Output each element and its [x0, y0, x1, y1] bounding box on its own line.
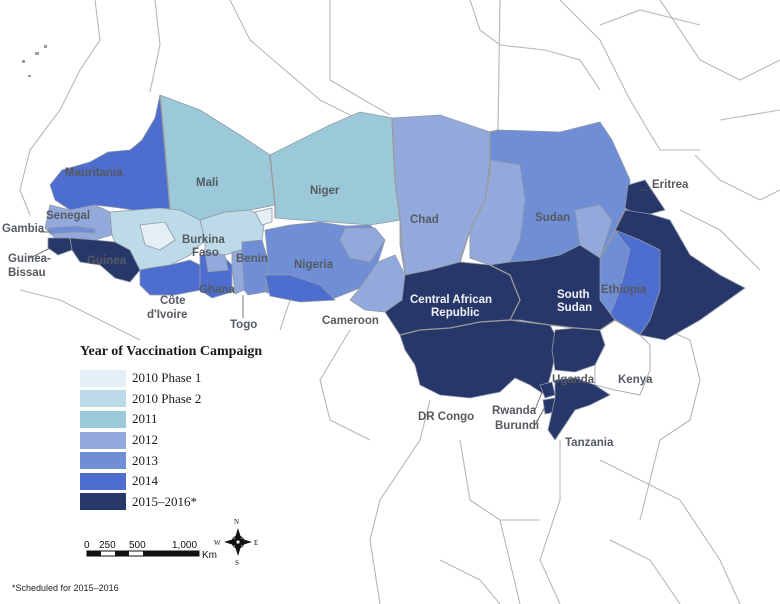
- leader-lines: [29, 189, 650, 426]
- region-mauritania: [49, 94, 171, 213]
- label-togo: Togo: [230, 319, 257, 331]
- region-gambia: [47, 225, 96, 235]
- label-sudan: Sudan: [535, 212, 570, 224]
- compass-w: W: [214, 539, 221, 547]
- label-senegal: Senegal: [46, 210, 90, 222]
- scale-unit: Km: [202, 550, 217, 561]
- compass-n: N: [234, 518, 239, 526]
- region-benin: [241, 239, 269, 296]
- legend-item: 2014: [80, 471, 310, 492]
- coastal-islands: [22, 45, 47, 77]
- campaign-borders: [159, 94, 641, 336]
- label-tanzania: Tanzania: [565, 437, 614, 449]
- label-uganda: Uganda: [552, 374, 595, 386]
- legend-swatch: [80, 472, 126, 490]
- footnote: *Scheduled for 2015–2016: [12, 583, 119, 593]
- region-drc: [399, 319, 559, 399]
- label-rwanda: Rwanda: [492, 405, 537, 417]
- country-labels: Mauritania Mali Niger Chad Sudan Eritrea…: [2, 167, 689, 449]
- label-benin: Benin: [236, 253, 268, 265]
- region-tanzania: [547, 377, 611, 441]
- legend-label: 2010 Phase 2: [132, 390, 202, 406]
- scale-bar: 0 250 500 1,000 Km: [84, 540, 217, 561]
- label-mali: Mali: [196, 177, 218, 189]
- legend-label: 2013: [132, 452, 158, 468]
- label-ghana: Ghana: [199, 284, 235, 296]
- label-cote-1: Côte: [160, 295, 186, 307]
- legend-title: Year of Vaccination Campaign: [80, 344, 263, 359]
- region-guinea: [69, 237, 141, 283]
- label-niger: Niger: [310, 185, 340, 197]
- legend-item: 2015–2016*: [80, 492, 310, 513]
- legend-swatch: [80, 493, 126, 511]
- label-burundi: Burundi: [495, 420, 539, 432]
- label-guinea-bissau-1: Guinea-: [8, 253, 51, 265]
- legend-item: 2011: [80, 409, 310, 430]
- label-drc: DR Congo: [418, 411, 474, 423]
- legend-item: 2010 Phase 2: [80, 389, 310, 410]
- label-kenya: Kenya: [618, 374, 653, 386]
- legend-swatch: [80, 390, 126, 408]
- label-mauritania: Mauritania: [65, 167, 123, 179]
- label-cote-2: d'Ivoire: [147, 309, 187, 321]
- label-guinea: Guinea: [87, 255, 127, 267]
- scale-tick-500: 500: [129, 540, 146, 551]
- label-south-sudan-1: South: [557, 289, 590, 301]
- legend-label: 2015–2016*: [132, 493, 197, 509]
- region-sudan-east: [574, 204, 613, 259]
- label-chad: Chad: [410, 214, 439, 226]
- label-guinea-bissau-2: Bissau: [8, 267, 46, 279]
- region-niger: [269, 111, 401, 226]
- compass-e: E: [254, 539, 258, 547]
- region-mali-south-p1: [139, 221, 176, 251]
- scale-tick-0: 0: [84, 540, 90, 551]
- region-guinea-bissau: [47, 237, 73, 256]
- region-burkina-p1: [254, 207, 273, 226]
- compass-rose: N S E W: [214, 518, 258, 567]
- label-south-sudan-2: Sudan: [557, 302, 592, 314]
- legend-swatch: [80, 410, 126, 428]
- legend-label: 2010 Phase 1: [132, 370, 202, 386]
- region-eritrea: [624, 179, 666, 216]
- label-ethiopia: Ethiopia: [601, 284, 647, 296]
- legend-label: 2014: [132, 473, 158, 489]
- legend-label: 2011: [132, 411, 158, 427]
- label-nigeria: Nigeria: [294, 259, 334, 271]
- legend-item: 2010 Phase 1: [80, 368, 310, 389]
- region-mali: [159, 94, 276, 221]
- region-ghana-north: [204, 251, 229, 273]
- scale-tick-250: 250: [99, 540, 116, 551]
- legend-swatch: [80, 369, 126, 387]
- label-gambia: Gambia: [2, 223, 45, 235]
- compass-s: S: [235, 559, 239, 567]
- label-cameroon: Cameroon: [322, 315, 379, 327]
- legend-swatch: [80, 452, 126, 470]
- label-eritrea: Eritrea: [652, 179, 689, 191]
- legend-item: 2012: [80, 430, 310, 451]
- label-burkina-1: Burkina: [182, 234, 225, 246]
- region-nigeria-east: [339, 227, 386, 263]
- legend-label: 2012: [132, 432, 158, 448]
- region-togo: [231, 249, 245, 295]
- label-car-1: Central African: [410, 294, 492, 306]
- region-nigeria-south: [264, 274, 336, 303]
- legend-item: 2013: [80, 450, 310, 471]
- scale-tick-1000: 1,000: [172, 540, 197, 551]
- legend: Year of Vaccination Campaign 2010 Phase …: [80, 344, 310, 512]
- label-burkina-2: Faso: [192, 247, 219, 259]
- legend-items: 2010 Phase 1 2010 Phase 2 2011 2012 2013 2014…: [80, 368, 310, 512]
- label-car-2: Republic: [431, 307, 480, 319]
- legend-swatch: [80, 431, 126, 449]
- campaign-regions: [44, 94, 746, 441]
